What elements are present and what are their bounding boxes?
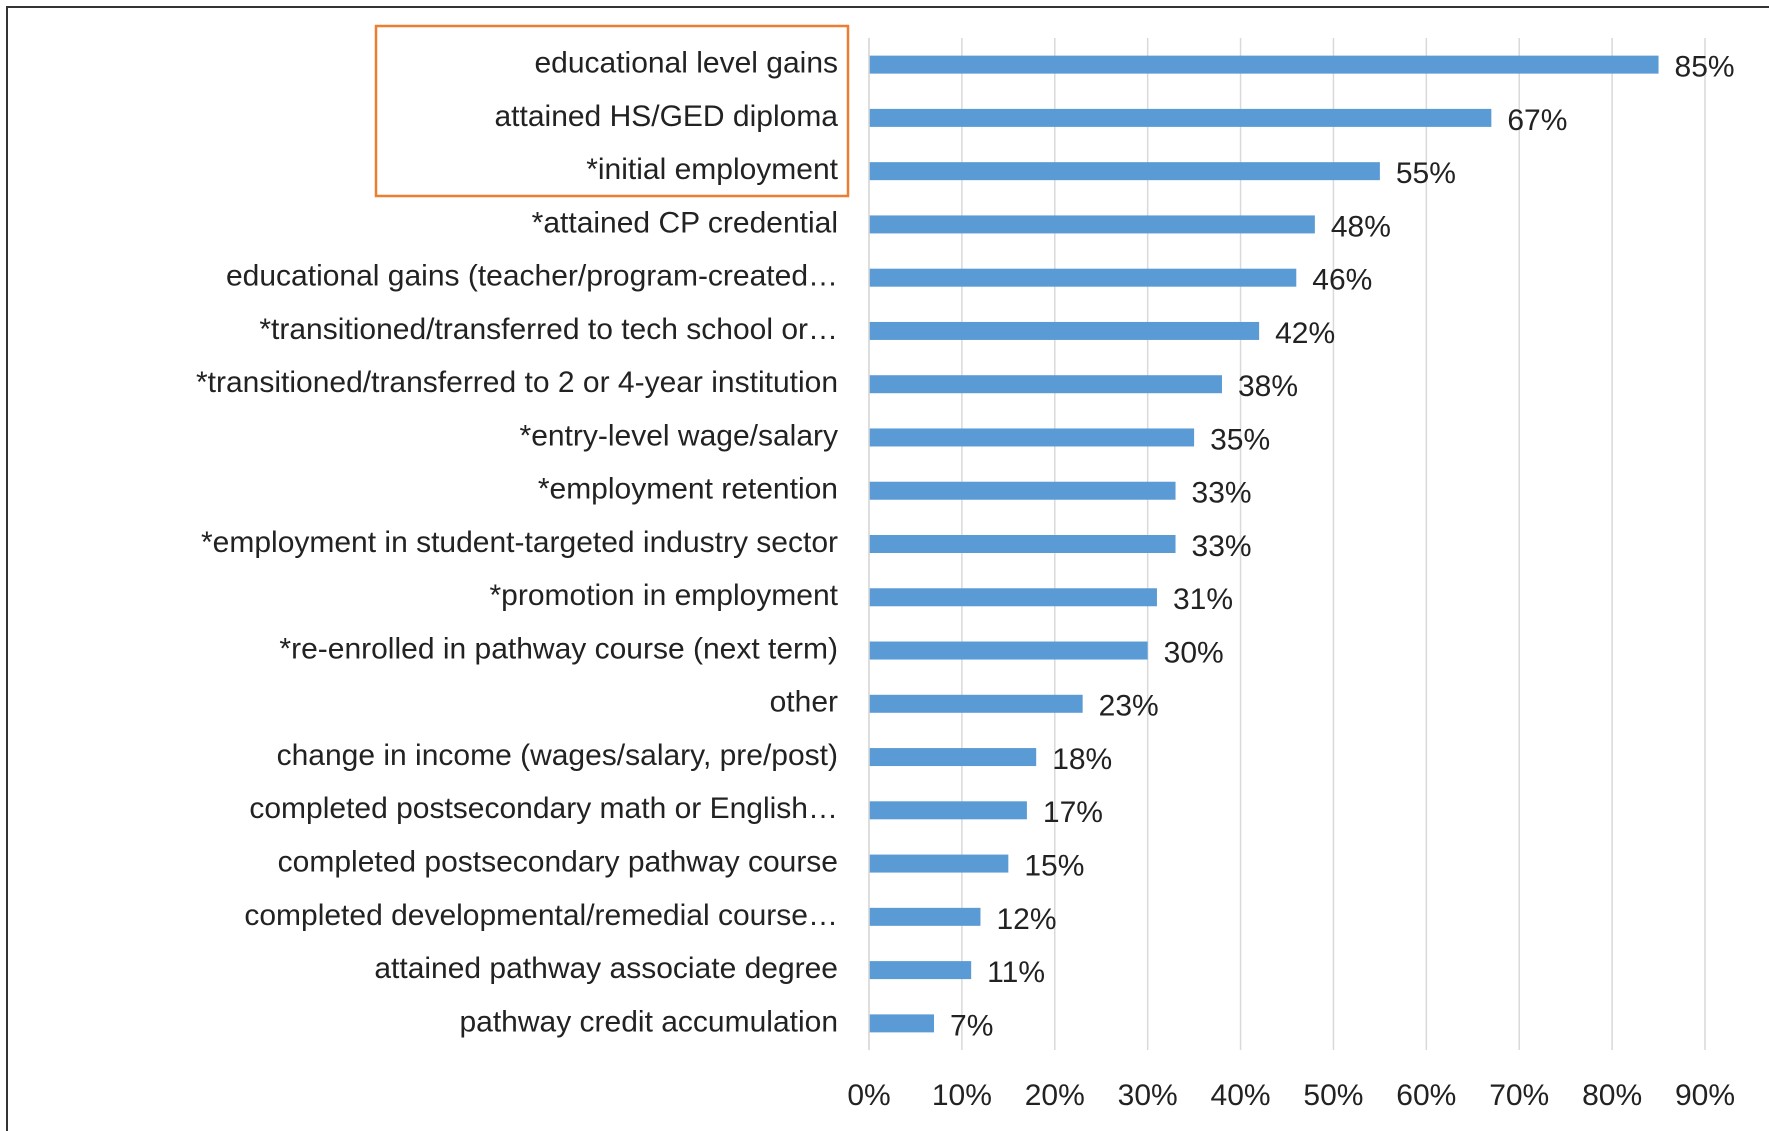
bar	[869, 268, 1297, 287]
x-tick-label: 0%	[847, 1079, 890, 1112]
y-tick-label: educational level gains	[534, 47, 838, 80]
bar	[869, 108, 1492, 127]
y-tick-label: *entry-level wage/salary	[520, 419, 838, 452]
x-tick-label: 60%	[1396, 1079, 1456, 1112]
bar	[869, 641, 1148, 660]
bar	[869, 748, 1037, 767]
y-tick-label: *transitioned/transferred to tech school…	[259, 313, 838, 346]
y-tick-label: educational gains (teacher/program-creat…	[226, 260, 838, 293]
chart-frame	[6, 6, 1769, 1131]
value-label: 42%	[1275, 317, 1335, 350]
y-tick-label: *promotion in employment	[489, 579, 838, 612]
value-label: 67%	[1507, 104, 1567, 137]
value-label: 18%	[1052, 743, 1112, 776]
y-tick-label: *initial employment	[586, 153, 838, 186]
bar	[869, 535, 1176, 553]
x-tick-label: 70%	[1489, 1079, 1549, 1112]
bar	[869, 481, 1176, 500]
bar	[869, 375, 1222, 394]
value-label: 12%	[996, 903, 1056, 936]
value-label: 11%	[987, 956, 1045, 989]
y-tick-label: change in income (wages/salary, pre/post…	[277, 739, 838, 772]
y-tick-label: *transitioned/transferred to 2 or 4-year…	[196, 366, 838, 399]
value-label: 48%	[1331, 210, 1391, 243]
x-tick-label: 40%	[1211, 1079, 1271, 1112]
value-label: 7%	[950, 1009, 993, 1042]
y-tick-label: completed postsecondary math or English…	[249, 792, 838, 825]
bar	[869, 215, 1315, 234]
y-tick-label: *employment in student-targeted industry…	[201, 526, 838, 559]
bar	[869, 907, 981, 926]
value-label: 55%	[1396, 157, 1456, 190]
y-tick-label: other	[770, 686, 838, 719]
value-label: 33%	[1192, 477, 1252, 510]
y-tick-label: *re-enrolled in pathway course (next ter…	[279, 632, 838, 665]
value-label: 33%	[1192, 530, 1252, 563]
bar	[869, 961, 972, 980]
bar	[869, 428, 1195, 447]
y-tick-label: completed developmental/remedial course…	[244, 899, 838, 932]
highlight-box	[374, 24, 850, 198]
y-tick-label: *attained CP credential	[532, 206, 838, 239]
value-label: 30%	[1164, 636, 1224, 669]
x-tick-label: 30%	[1118, 1079, 1178, 1112]
y-tick-label: *employment retention	[538, 473, 838, 506]
x-tick-label: 20%	[1025, 1079, 1085, 1112]
value-label: 35%	[1210, 423, 1270, 456]
value-label: 15%	[1024, 850, 1084, 883]
value-label: 17%	[1043, 796, 1103, 829]
bar	[869, 588, 1157, 607]
bar	[869, 854, 1009, 873]
y-tick-label: completed postsecondary pathway course	[278, 846, 838, 879]
bar	[869, 321, 1260, 340]
value-label: 38%	[1238, 370, 1298, 403]
bar	[869, 55, 1659, 74]
x-tick-label: 80%	[1582, 1079, 1642, 1112]
x-tick-label: 50%	[1303, 1079, 1363, 1112]
bar	[869, 162, 1380, 181]
value-label: 46%	[1312, 264, 1372, 297]
y-tick-label: pathway credit accumulation	[459, 1005, 838, 1038]
y-tick-label: attained pathway associate degree	[374, 952, 838, 985]
bar	[869, 694, 1083, 713]
y-tick-label: attained HS/GED diploma	[494, 100, 838, 133]
value-label: 23%	[1099, 690, 1159, 723]
bar	[869, 801, 1027, 820]
x-tick-label: 10%	[932, 1079, 992, 1112]
value-label: 85%	[1675, 51, 1735, 84]
bar	[869, 1014, 935, 1033]
value-label: 31%	[1173, 583, 1233, 616]
x-tick-label: 90%	[1675, 1079, 1735, 1112]
